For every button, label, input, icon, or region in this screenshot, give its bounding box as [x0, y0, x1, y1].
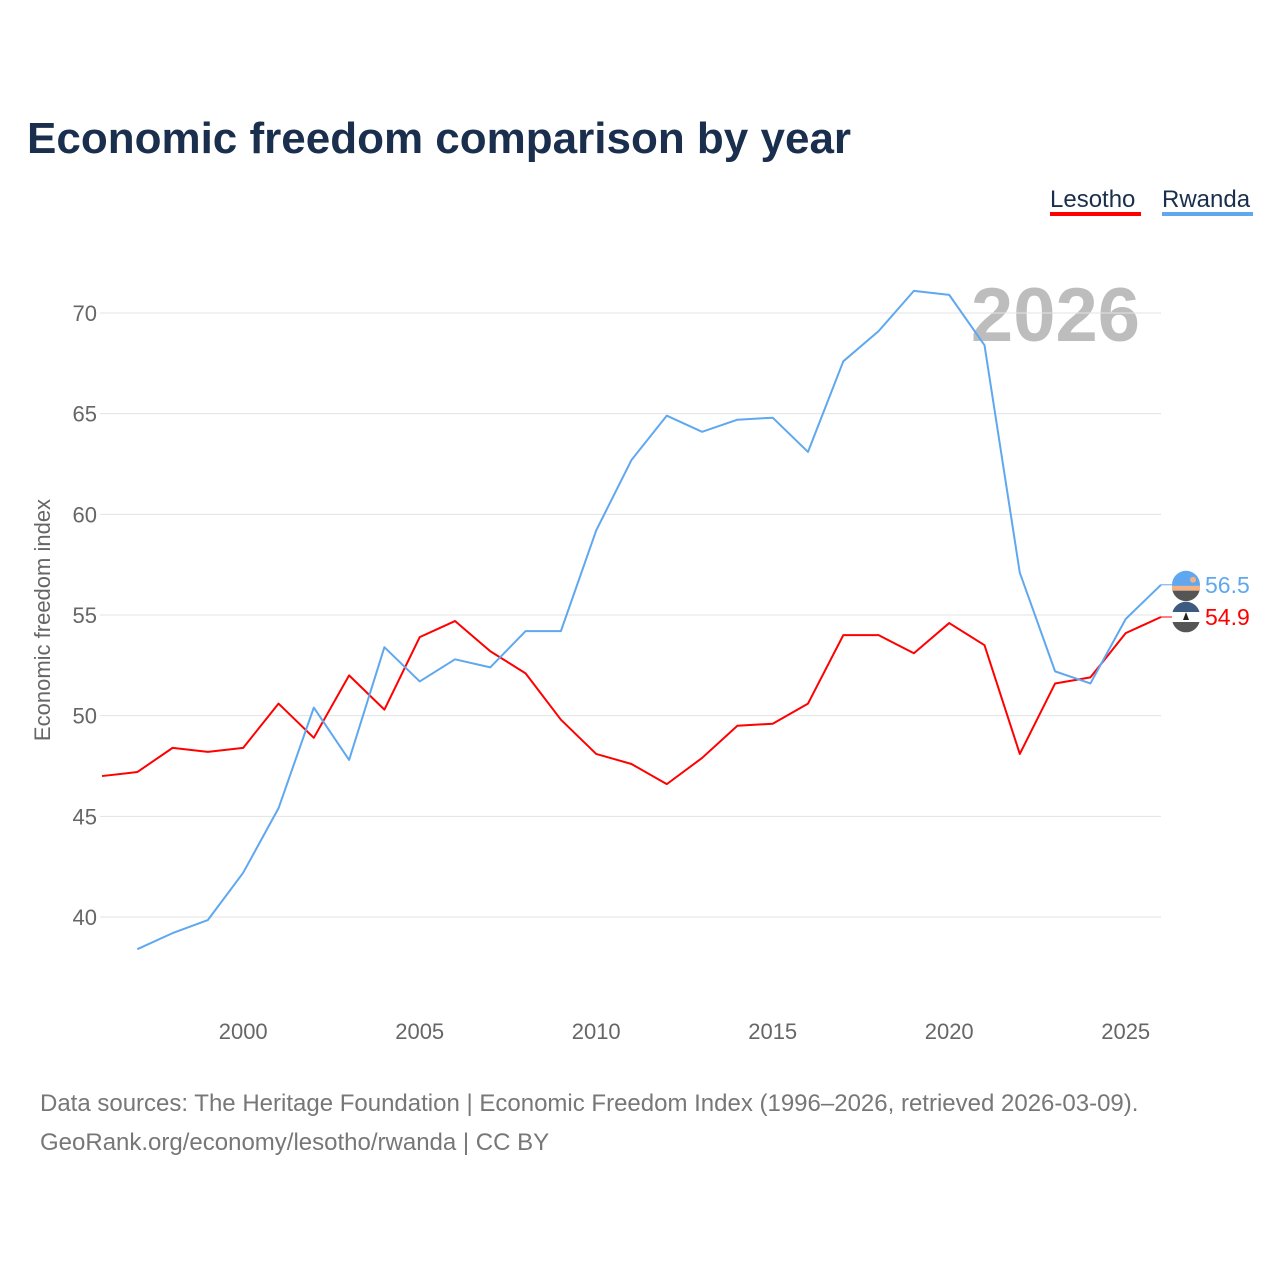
y-tick-label: 45: [73, 804, 97, 829]
year-watermark: 2026: [971, 273, 1140, 358]
end-value-label: 56.5: [1205, 572, 1250, 598]
x-tick-label: 2015: [748, 1019, 797, 1044]
flag-icon-lesotho: [1172, 601, 1200, 633]
y-tick-label: 70: [73, 301, 97, 326]
flag-sun: [1190, 576, 1196, 583]
y-axis-label: Economic freedom index: [30, 499, 55, 741]
y-tick-label: 65: [73, 402, 97, 427]
legend-swatch-rwanda: [1162, 212, 1253, 216]
y-tick-label: 60: [73, 502, 97, 527]
source-text: Data sources: The Heritage Foundation | …: [40, 1090, 1138, 1117]
source-url[interactable]: GeoRank.org/economy/lesotho/rwanda | CC …: [40, 1129, 549, 1156]
flag-bottom: [1172, 622, 1200, 633]
x-tick-label: 2025: [1101, 1019, 1150, 1044]
y-tick-label: 40: [73, 905, 97, 930]
end-value-label: 54.9: [1205, 604, 1250, 630]
flag-hat: [1183, 612, 1189, 621]
flag-bottom: [1172, 590, 1200, 602]
series-line-rwanda: [136, 289, 1162, 951]
legend-label-rwanda[interactable]: Rwanda: [1162, 186, 1251, 213]
x-tick-label: 2010: [572, 1019, 621, 1044]
chart-title: Economic freedom comparison by year: [27, 114, 851, 163]
series-line-lesotho: [101, 616, 1162, 786]
legend-label-lesotho[interactable]: Lesotho: [1050, 186, 1135, 213]
x-tick-label: 2000: [219, 1019, 268, 1044]
flag-icon-rwanda: [1172, 570, 1200, 602]
legend-swatch-lesotho: [1050, 212, 1141, 216]
flag-top: [1172, 601, 1200, 613]
y-tick-label: 50: [73, 704, 97, 729]
flag-stripe: [1172, 585, 1200, 591]
y-tick-label: 55: [73, 603, 97, 628]
x-tick-label: 2005: [395, 1019, 444, 1044]
x-tick-label: 2020: [925, 1019, 974, 1044]
